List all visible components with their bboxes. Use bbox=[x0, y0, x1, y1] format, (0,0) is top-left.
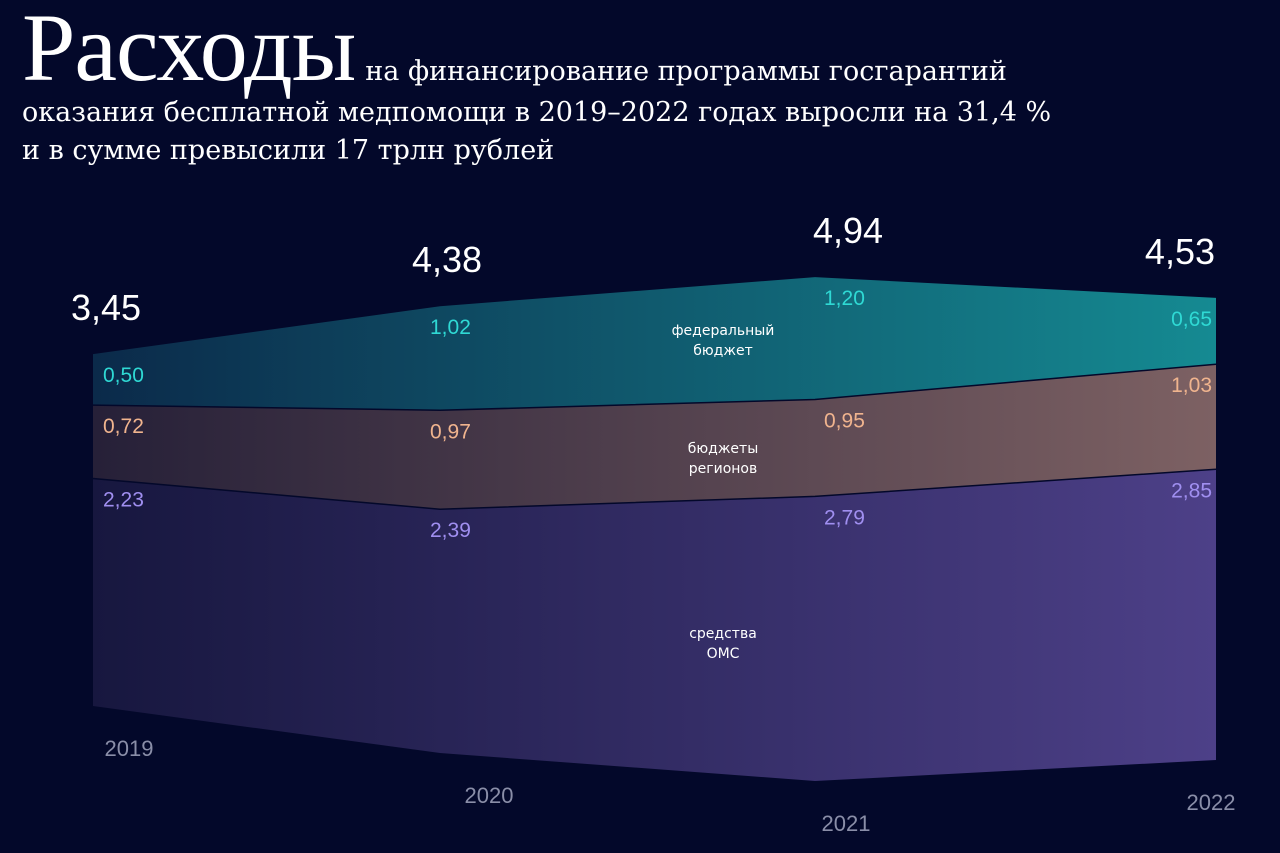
value-label-oms-2021: 2,79 bbox=[824, 506, 865, 529]
value-label-federal-2020: 1,02 bbox=[430, 316, 471, 339]
chart-borders bbox=[92, 363, 1217, 510]
value-label-oms-2022: 2,85 bbox=[1171, 479, 1212, 502]
area-oms bbox=[93, 469, 1216, 781]
year-label-2020: 2020 bbox=[465, 783, 514, 808]
series-name-oms: средства ОМС bbox=[689, 626, 757, 662]
area-federal bbox=[93, 277, 1216, 411]
headline-line1: Расходы на финансирование программы госга… bbox=[22, 0, 1252, 96]
year-label-2021: 2021 bbox=[822, 811, 871, 836]
year-label-2022: 2022 bbox=[1187, 790, 1236, 815]
headline-big-word: Расходы bbox=[22, 0, 356, 101]
total-label-2021: 4,94 bbox=[813, 210, 883, 251]
value-label-oms-2020: 2,39 bbox=[430, 519, 471, 542]
headline-line3: и в сумме превысили 17 трлн рублей bbox=[22, 135, 555, 166]
layer-border-1 bbox=[92, 468, 1217, 510]
total-label-2022: 4,53 bbox=[1145, 231, 1215, 272]
value-label-oms-2019: 2,23 bbox=[103, 489, 144, 512]
value-label-federal-2022: 0,65 bbox=[1171, 308, 1212, 331]
total-label-2019: 3,45 bbox=[71, 287, 141, 328]
chart-areas bbox=[93, 277, 1216, 781]
headline-line2: оказания бесплатной медпомощи в 2019–202… bbox=[22, 97, 1052, 128]
area-regions bbox=[93, 364, 1216, 510]
chart-labels: 2,23 2,39 2,79 2,85 0,72 0,97 0,95 1,03 0,50 1,02… bbox=[71, 210, 1236, 836]
value-label-regions-2019: 0,72 bbox=[103, 415, 144, 438]
value-label-regions-2020: 0,97 bbox=[430, 420, 471, 443]
layer-border-2 bbox=[92, 363, 1217, 412]
value-label-federal-2021: 1,20 bbox=[824, 287, 865, 310]
year-label-2019: 2019 bbox=[105, 736, 154, 761]
value-label-regions-2021: 0,95 bbox=[824, 410, 865, 433]
value-label-federal-2019: 0,50 bbox=[103, 364, 144, 387]
headline: Расходы на финансирование программы госга… bbox=[22, 0, 1252, 170]
total-label-2020: 4,38 bbox=[412, 239, 482, 280]
headline-line1-rest: на финансирование программы госгарантий bbox=[365, 56, 1007, 87]
value-label-regions-2022: 1,03 bbox=[1171, 374, 1212, 397]
series-name-regions: бюджеты регионов bbox=[688, 441, 759, 477]
series-name-federal: федеральный бюджет bbox=[672, 323, 775, 359]
